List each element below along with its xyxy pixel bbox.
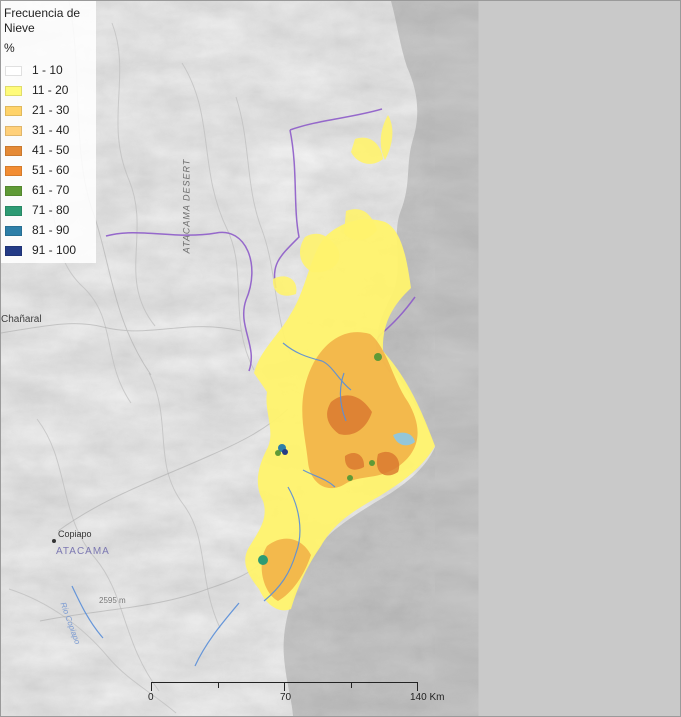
scale-zero-label: 0 xyxy=(148,692,154,703)
legend-swatch xyxy=(5,166,22,176)
legend-items: 1 - 10 11 - 20 21 - 30 31 - 40 41 - 50 5… xyxy=(5,61,76,261)
legend-title: Frecuencia de Nieve xyxy=(4,6,81,35)
scale-tick xyxy=(417,682,418,691)
legend-swatch xyxy=(5,186,22,196)
legend-swatch xyxy=(5,86,22,96)
elevation-label: 2595 m xyxy=(99,596,126,605)
snow-coverage-deep-orange xyxy=(327,395,400,476)
legend-item: 51 - 60 xyxy=(5,161,76,181)
legend-item: 41 - 50 xyxy=(5,141,76,161)
legend-swatch xyxy=(5,246,22,256)
legend-item: 31 - 40 xyxy=(5,121,76,141)
legend-unit: % xyxy=(4,41,15,55)
legend-label: 31 - 40 xyxy=(32,123,70,138)
legend-label: 21 - 30 xyxy=(32,103,70,118)
scale-tick xyxy=(351,682,352,688)
legend-item: 11 - 20 xyxy=(5,81,76,101)
legend-item: 61 - 70 xyxy=(5,181,76,201)
chanaral-label: Chañaral xyxy=(1,314,42,325)
legend-swatch xyxy=(5,226,22,236)
legend-label: 91 - 100 xyxy=(32,243,77,258)
legend-label: 1 - 10 xyxy=(32,63,63,78)
legend-item: 91 - 100 xyxy=(5,241,76,261)
legend-label: 51 - 60 xyxy=(32,163,70,178)
snow-coverage-orange xyxy=(261,332,418,601)
region-boundary-line xyxy=(105,108,416,373)
legend-swatch xyxy=(5,206,22,216)
legend-swatch xyxy=(5,126,22,136)
snow-coverage-north-fragments xyxy=(272,115,393,296)
legend-label: 41 - 50 xyxy=(32,143,70,158)
desert-label: ATACAMA DESERT xyxy=(181,158,192,254)
scale-tick xyxy=(151,682,152,691)
legend-label: 81 - 90 xyxy=(32,223,70,238)
copiapo-label: Copiapo xyxy=(58,529,92,539)
scale-end-label: 140 Km xyxy=(410,692,445,703)
scale-mid-label: 70 xyxy=(280,692,292,703)
salt-flat-lagoon xyxy=(393,432,415,446)
legend-label: 71 - 80 xyxy=(32,203,70,218)
legend-item: 21 - 30 xyxy=(5,101,76,121)
atacama-region-label: ATACAMA xyxy=(56,546,110,557)
legend-label: 61 - 70 xyxy=(32,183,70,198)
legend-swatch xyxy=(5,66,22,76)
legend-item: 81 - 90 xyxy=(5,221,76,241)
legend-item: 1 - 10 xyxy=(5,61,76,81)
scale-bar: 0 70 140 Km xyxy=(148,680,444,710)
legend-item: 71 - 80 xyxy=(5,201,76,221)
snow-frequency-legend: Frecuencia de Nieve % 1 - 10 11 - 20 21 … xyxy=(1,1,96,263)
scale-tick xyxy=(218,682,219,688)
high-frequency-patches xyxy=(258,353,382,565)
legend-label: 11 - 20 xyxy=(32,83,69,98)
scale-tick xyxy=(284,682,285,691)
legend-swatch xyxy=(5,106,22,116)
legend-swatch xyxy=(5,146,22,156)
rivers xyxy=(71,342,352,667)
city-dots xyxy=(52,539,56,543)
